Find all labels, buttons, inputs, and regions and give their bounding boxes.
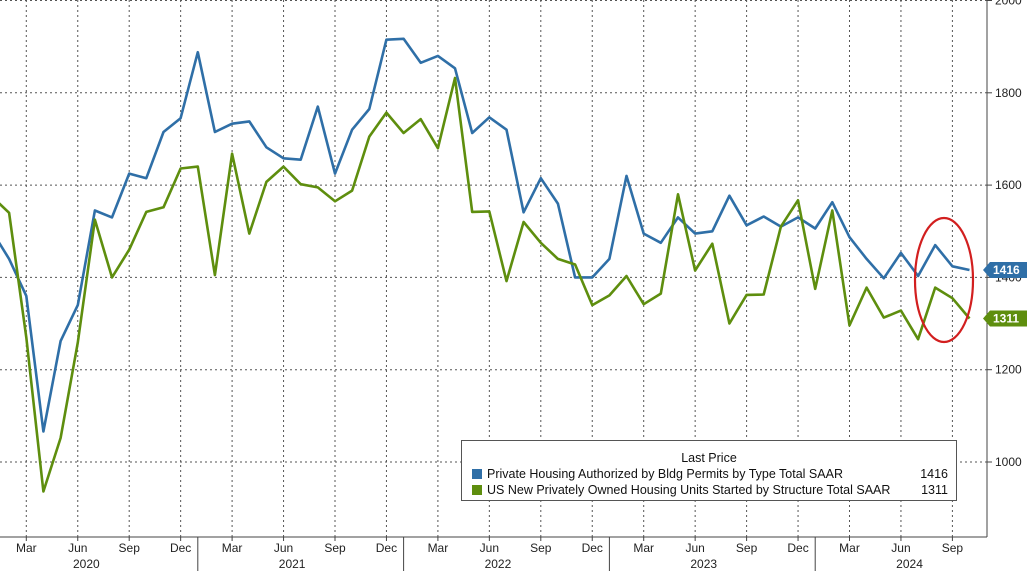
- x-tick-label: Dec: [582, 541, 603, 555]
- last-value-badge-label: 1416: [993, 263, 1020, 277]
- highlight-ellipse: [913, 216, 975, 344]
- year-label: 2023: [690, 557, 717, 571]
- x-tick-label: Sep: [119, 541, 141, 555]
- last-value-badge-0: 1416: [983, 262, 1027, 279]
- x-tick-label: Mar: [633, 541, 654, 555]
- y-tick-label: 1600: [995, 178, 1022, 192]
- y-tick-label: 1800: [995, 86, 1022, 100]
- y-tick-labels: 100012001400160018002000: [987, 0, 1022, 469]
- year-label: 2022: [485, 557, 512, 571]
- y-tick-label: 1200: [995, 363, 1022, 377]
- last-value-badge-1: 1311: [983, 310, 1027, 327]
- legend-swatch-starts: [472, 485, 482, 495]
- x-tick-labels: Mar Jun Sep Dec Mar Jun Sep Dec Mar Jun Sep Dec Mar J…: [16, 537, 963, 571]
- last-value-badges: 1416 1311: [983, 262, 1027, 327]
- x-tick-label: Sep: [324, 541, 346, 555]
- x-tick-label: Sep: [736, 541, 758, 555]
- x-tick-label: Jun: [274, 541, 293, 555]
- legend-title: Last Price: [681, 451, 737, 465]
- x-tick-label: Sep: [942, 541, 964, 555]
- x-tick-label: Jun: [68, 541, 87, 555]
- last-value-badge-label: 1311: [993, 311, 1019, 325]
- year-label: 2024: [896, 557, 923, 571]
- legend-label-permits: Private Housing Authorized by Bldg Permi…: [487, 467, 843, 481]
- y-tick-label: 2000: [995, 0, 1022, 8]
- x-tick-label: Mar: [839, 541, 860, 555]
- x-tick-label: Dec: [376, 541, 397, 555]
- x-tick-label: Dec: [787, 541, 808, 555]
- x-tick-label: Mar: [428, 541, 449, 555]
- x-tick-label: Jun: [685, 541, 704, 555]
- series-lines: [0, 37, 971, 493]
- x-tick-label: Jun: [480, 541, 499, 555]
- x-tick-label: Mar: [222, 541, 243, 555]
- x-tick-label: Sep: [530, 541, 552, 555]
- x-tick-label: Jun: [891, 541, 910, 555]
- chart-legend: Last Price Private Housing Authorized by…: [461, 440, 957, 501]
- y-tick-label: 1000: [995, 455, 1022, 469]
- x-tick-label: Mar: [16, 541, 37, 555]
- series-line-1: [0, 76, 971, 493]
- year-label: 2021: [279, 557, 306, 571]
- legend-value-starts: 1311: [921, 483, 948, 497]
- series-line-0: [0, 37, 970, 433]
- legend-item-starts: US New Privately Owned Housing Units Sta…: [462, 482, 956, 498]
- legend-item-permits: Private Housing Authorized by Bldg Permi…: [462, 466, 956, 482]
- year-label: 2020: [73, 557, 100, 571]
- x-tick-label: Dec: [170, 541, 191, 555]
- legend-value-permits: 1416: [920, 467, 948, 481]
- legend-swatch-permits: [472, 469, 482, 479]
- legend-label-starts: US New Privately Owned Housing Units Sta…: [487, 483, 891, 497]
